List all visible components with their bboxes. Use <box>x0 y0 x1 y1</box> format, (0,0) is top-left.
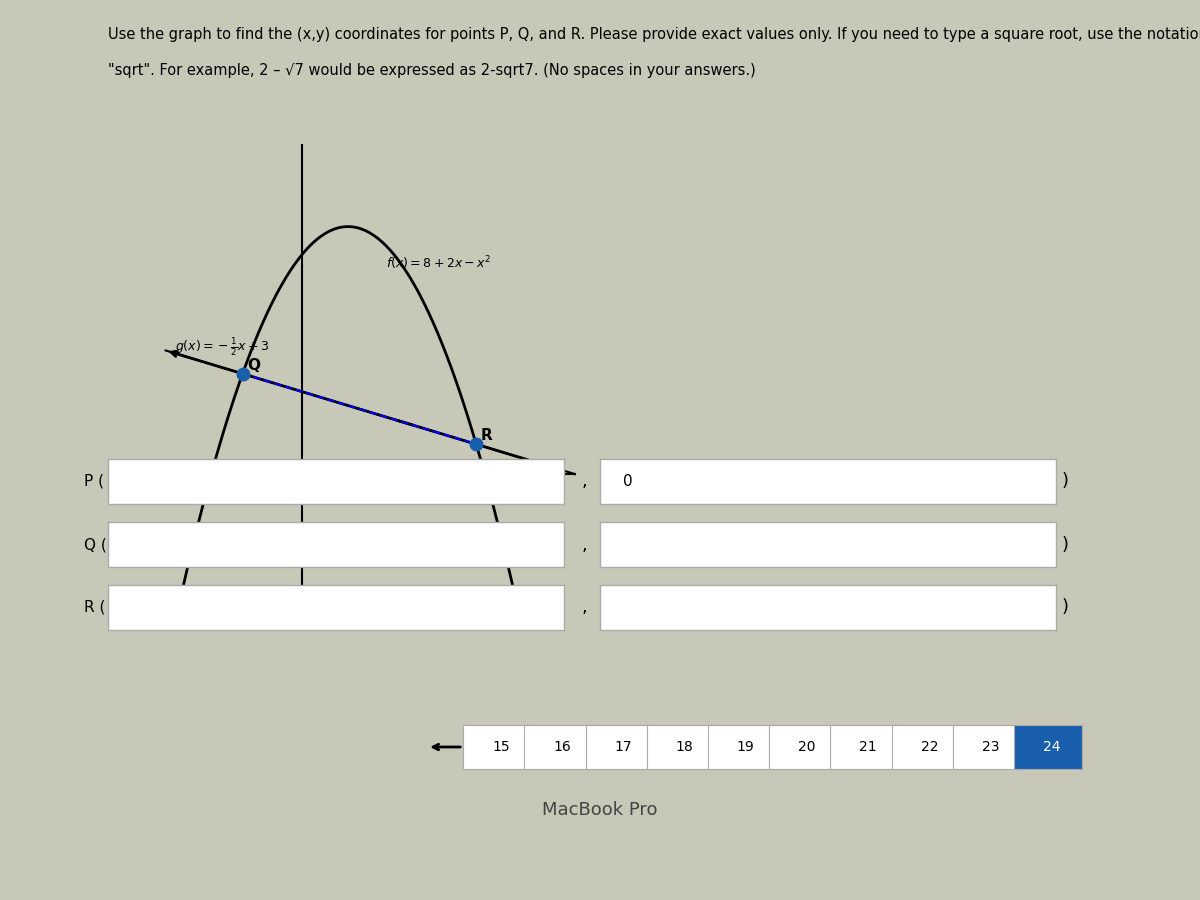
Text: 22: 22 <box>920 740 938 754</box>
FancyBboxPatch shape <box>647 724 715 770</box>
Text: 17: 17 <box>614 740 632 754</box>
FancyBboxPatch shape <box>830 724 899 770</box>
Text: $f(x) = 8 + 2x - x^2$: $f(x) = 8 + 2x - x^2$ <box>386 254 492 272</box>
Text: 24: 24 <box>1043 740 1061 754</box>
Text: 21: 21 <box>859 740 877 754</box>
Text: ): ) <box>1062 536 1069 554</box>
Text: 20: 20 <box>798 740 816 754</box>
FancyBboxPatch shape <box>524 724 593 770</box>
Text: 16: 16 <box>553 740 571 754</box>
Text: 15: 15 <box>492 740 510 754</box>
Text: 0: 0 <box>623 474 632 489</box>
Text: P (: P ( <box>84 474 104 489</box>
Text: Q (: Q ( <box>84 537 107 552</box>
Text: 23: 23 <box>982 740 1000 754</box>
Text: ,: , <box>582 536 588 554</box>
Text: 19: 19 <box>737 740 755 754</box>
Text: ,: , <box>582 472 588 490</box>
FancyBboxPatch shape <box>586 724 654 770</box>
FancyBboxPatch shape <box>953 724 1021 770</box>
FancyBboxPatch shape <box>1014 724 1082 770</box>
Text: 18: 18 <box>676 740 694 754</box>
Text: P: P <box>216 476 227 491</box>
Text: ): ) <box>1062 598 1069 616</box>
FancyBboxPatch shape <box>708 724 776 770</box>
Text: R: R <box>481 428 492 443</box>
FancyBboxPatch shape <box>892 724 960 770</box>
Text: MacBook Pro: MacBook Pro <box>542 801 658 819</box>
Text: ): ) <box>1062 472 1069 490</box>
Text: R (: R ( <box>84 600 106 615</box>
Text: $g(x) = -\frac{1}{2}x + 3$: $g(x) = -\frac{1}{2}x + 3$ <box>175 336 269 358</box>
Text: Q: Q <box>247 357 260 373</box>
Text: ,: , <box>582 598 588 616</box>
Text: Use the graph to find the (x,y) coordinates for points P, Q, and R. Please provi: Use the graph to find the (x,y) coordina… <box>108 27 1200 42</box>
Text: "sqrt". For example, 2 – √7 would be expressed as 2-sqrt7. (No spaces in your an: "sqrt". For example, 2 – √7 would be exp… <box>108 63 756 78</box>
FancyBboxPatch shape <box>463 724 532 770</box>
FancyBboxPatch shape <box>769 724 838 770</box>
